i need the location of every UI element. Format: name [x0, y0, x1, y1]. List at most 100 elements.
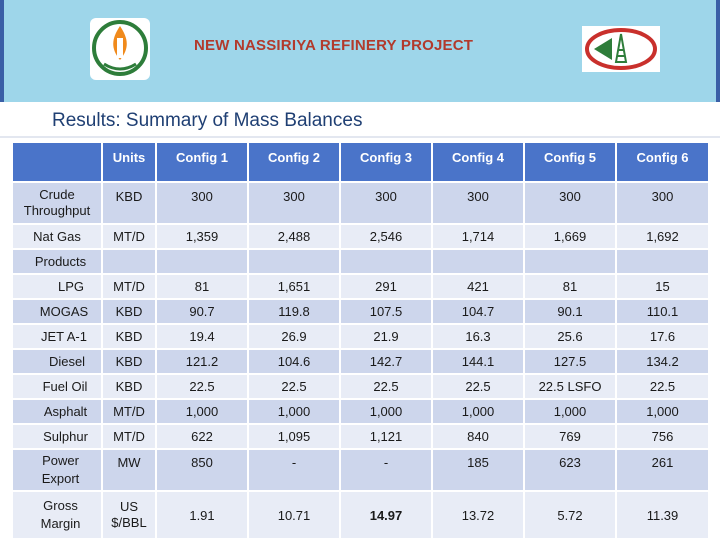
table-row: Crude Throughput KBD 300 300 300 300 300…: [11, 181, 710, 225]
value-cell: 121.2: [155, 348, 249, 375]
value-cell: -: [339, 448, 433, 492]
value-cell: 300: [247, 181, 341, 225]
value-cell: 104.6: [247, 348, 341, 375]
value-cell: 1,000: [431, 398, 525, 425]
row-label-line: Throughput: [23, 203, 91, 218]
table-row: Sulphur MT/D 622 1,095 1,121 840 769 756: [11, 423, 710, 450]
value-cell: 10.71: [247, 490, 341, 540]
unit-cell: MT/D: [101, 223, 157, 250]
value-cell: 1,651: [247, 273, 341, 300]
row-label-line: Gross: [43, 498, 78, 513]
unit-cell: KBD: [101, 323, 157, 350]
row-label: Nat Gas: [11, 223, 103, 250]
header-cell: [11, 141, 103, 183]
header-cell: Units: [101, 141, 157, 183]
unit-line: US: [119, 499, 139, 514]
value-cell: 769: [523, 423, 617, 450]
value-cell: 1,000: [247, 398, 341, 425]
header-cell: Config 1: [155, 141, 249, 183]
value-cell: 25.6: [523, 323, 617, 350]
value-cell: 16.3: [431, 323, 525, 350]
row-label-line: Margin: [40, 516, 81, 531]
value-cell: 1,000: [523, 398, 617, 425]
value-cell: 1,095: [247, 423, 341, 450]
value-cell: 1,121: [339, 423, 433, 450]
value-cell: 15: [615, 273, 710, 300]
value-cell: 144.1: [431, 348, 525, 375]
header-cell: Config 6: [615, 141, 710, 183]
row-label-line: Crude: [39, 187, 75, 202]
value-cell: 90.7: [155, 298, 249, 325]
value-cell: 1,000: [339, 398, 433, 425]
value-cell: 2,546: [339, 223, 433, 250]
value-cell: 142.7: [339, 348, 433, 375]
value-cell: 756: [615, 423, 710, 450]
table-row: Gross Margin US $/BBL 1.91 10.71 14.97 1…: [11, 490, 710, 540]
value-cell: 81: [155, 273, 249, 300]
value-cell: [155, 248, 249, 275]
value-cell: 1,000: [615, 398, 710, 425]
value-cell: [523, 248, 617, 275]
table-row: LPG MT/D 81 1,651 291 421 81 15: [11, 273, 710, 300]
value-cell: 622: [155, 423, 249, 450]
unit-line: $/BBL: [111, 515, 147, 530]
table-row: JET A-1 KBD 19.4 26.9 21.9 16.3 25.6 17.…: [11, 323, 710, 350]
value-cell: 850: [155, 448, 249, 492]
unit-cell: MT/D: [101, 423, 157, 450]
value-cell: 261: [615, 448, 710, 492]
row-label: Power Export: [11, 448, 103, 492]
row-label: Asphalt: [11, 398, 103, 425]
table-row: Diesel KBD 121.2 104.6 142.7 144.1 127.5…: [11, 348, 710, 375]
table-row: Asphalt MT/D 1,000 1,000 1,000 1,000 1,0…: [11, 398, 710, 425]
row-label: JET A-1: [11, 323, 103, 350]
value-cell: 421: [431, 273, 525, 300]
table-row: Products: [11, 248, 710, 275]
value-cell: 127.5: [523, 348, 617, 375]
value-cell: [247, 248, 341, 275]
row-label: Products: [11, 248, 103, 275]
value-cell: 90.1: [523, 298, 617, 325]
value-cell: 300: [339, 181, 433, 225]
value-cell: [615, 248, 710, 275]
value-cell: 22.5: [247, 373, 341, 400]
banner: NEW NASSIRIYA REFINERY PROJECT: [0, 0, 720, 102]
value-cell: 2,488: [247, 223, 341, 250]
company-logo: [582, 26, 660, 72]
header-cell: Config 4: [431, 141, 525, 183]
banner-title: NEW NASSIRIYA REFINERY PROJECT: [194, 37, 474, 54]
value-cell: 291: [339, 273, 433, 300]
unit-cell: MT/D: [101, 398, 157, 425]
table-header-row: Units Config 1 Config 2 Config 3 Config …: [11, 141, 710, 183]
value-cell: 107.5: [339, 298, 433, 325]
row-label: MOGAS: [11, 298, 103, 325]
value-cell: 1,714: [431, 223, 525, 250]
value-cell: 1,000: [155, 398, 249, 425]
unit-cell: KBD: [101, 181, 157, 225]
row-label: Crude Throughput: [11, 181, 103, 225]
value-cell: 5.72: [523, 490, 617, 540]
header-cell: Config 3: [339, 141, 433, 183]
title-divider: [0, 136, 720, 138]
value-cell: 13.72: [431, 490, 525, 540]
value-cell: 623: [523, 448, 617, 492]
table-row: Fuel Oil KBD 22.5 22.5 22.5 22.5 22.5 LS…: [11, 373, 710, 400]
mass-balance-table: Units Config 1 Config 2 Config 3 Config …: [11, 141, 710, 540]
unit-cell: KBD: [101, 348, 157, 375]
value-cell: 11.39: [615, 490, 710, 540]
row-label-line: Power: [42, 453, 79, 468]
row-label: Diesel: [11, 348, 103, 375]
header-cell: Config 2: [247, 141, 341, 183]
row-label-line: Export: [41, 471, 80, 486]
row-label: Sulphur: [11, 423, 103, 450]
value-cell: 300: [155, 181, 249, 225]
value-cell: 81: [523, 273, 617, 300]
unit-cell: [101, 248, 157, 275]
value-cell: 26.9: [247, 323, 341, 350]
value-cell: 1,359: [155, 223, 249, 250]
value-cell: 300: [431, 181, 525, 225]
value-cell: -: [247, 448, 341, 492]
row-label: Gross Margin: [11, 490, 103, 540]
row-label: LPG: [11, 273, 103, 300]
value-cell: 1,669: [523, 223, 617, 250]
value-cell: 1,692: [615, 223, 710, 250]
